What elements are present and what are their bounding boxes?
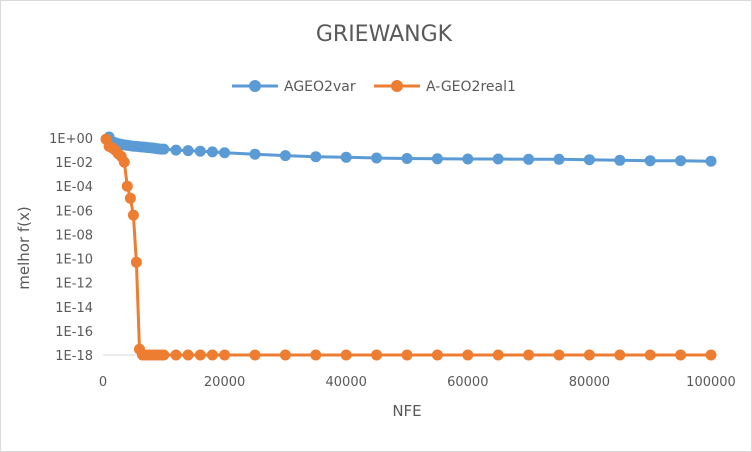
data-point-series-2	[118, 156, 130, 168]
data-point-series-2	[614, 349, 626, 361]
data-point-series-2	[371, 349, 383, 361]
data-point-series-1	[644, 155, 656, 167]
y-axis-label: melhor f(x)	[15, 206, 33, 290]
data-point-series-2	[206, 349, 218, 361]
data-point-series-1	[675, 155, 687, 167]
data-point-series-1	[340, 151, 352, 163]
y-tick-label: 1E+00	[49, 132, 93, 147]
x-tick-labels: 0 20000 40000 60000 80000 100000	[99, 375, 736, 390]
data-point-series-2	[340, 349, 352, 361]
data-point-series-2	[249, 349, 261, 361]
series-line-2	[104, 138, 711, 357]
x-axis-label: NFE	[392, 402, 421, 420]
data-point-series-1	[583, 154, 595, 166]
data-point-series-2	[158, 349, 170, 361]
data-point-series-1	[279, 150, 291, 162]
data-point-series-1	[194, 145, 206, 157]
data-point-series-2	[279, 349, 291, 361]
data-point-series-1	[170, 144, 182, 156]
data-point-series-2	[583, 349, 595, 361]
data-point-series-2	[130, 256, 142, 268]
data-point-series-1	[310, 151, 322, 163]
data-point-series-2	[675, 349, 687, 361]
y-tick-label: 1E-16	[55, 325, 93, 340]
y-tick-label: 1E-12	[55, 277, 93, 292]
y-tick-label: 1E-14	[55, 301, 93, 316]
data-point-series-2	[170, 349, 182, 361]
data-point-series-1	[401, 153, 413, 164]
y-tick-label: 1E-10	[55, 253, 93, 268]
x-tick-label: 20000	[204, 375, 245, 390]
data-point-series-2	[124, 192, 136, 204]
x-tick-label: 40000	[326, 375, 367, 390]
data-point-series-1	[371, 152, 383, 164]
data-point-series-2	[431, 349, 443, 361]
x-tick-label: 0	[99, 375, 107, 390]
data-point-series-2	[194, 349, 206, 361]
data-point-series-1	[219, 147, 231, 159]
data-point-series-1	[206, 146, 218, 158]
data-point-series-2	[492, 349, 504, 361]
data-point-series-1	[614, 154, 626, 166]
data-point-series-2	[462, 349, 474, 361]
y-tick-label: 1E-18	[55, 349, 93, 364]
data-point-series-2	[553, 349, 565, 361]
y-tick-label: 1E-08	[55, 228, 93, 243]
data-point-series-2	[121, 180, 133, 192]
legend-label-series-2: A-GEO2real1	[426, 79, 516, 95]
legend: AGEO2var A-GEO2real1	[232, 79, 516, 95]
legend-label-series-1: AGEO2var	[284, 79, 356, 95]
data-point-series-2	[705, 349, 717, 361]
data-point-series-1	[158, 143, 170, 155]
x-tick-label: 60000	[447, 375, 488, 390]
plot-area	[100, 131, 717, 361]
data-point-series-2	[310, 349, 322, 361]
data-point-series-1	[249, 148, 261, 160]
legend-marker-series-2	[391, 80, 403, 92]
chart-title: GRIEWANGK	[316, 22, 453, 47]
data-point-series-1	[431, 153, 443, 165]
x-tick-label: 100000	[686, 375, 736, 390]
y-tick-label: 1E-04	[55, 180, 93, 195]
y-tick-labels: 1E+00 1E-02 1E-04 1E-06 1E-08 1E-10 1E-12 1E-14…	[49, 132, 93, 364]
legend-marker-series-1	[249, 80, 261, 92]
data-point-series-1	[182, 145, 194, 157]
data-point-series-2	[127, 209, 139, 221]
x-tick-label: 80000	[569, 375, 610, 390]
data-point-series-1	[705, 155, 717, 167]
y-tick-label: 1E-02	[55, 156, 93, 171]
data-point-series-2	[219, 349, 231, 361]
data-point-series-1	[492, 153, 504, 165]
y-tick-label: 1E-06	[55, 204, 93, 219]
data-point-series-2	[401, 349, 413, 361]
data-point-series-1	[462, 153, 474, 165]
data-point-series-1	[553, 153, 565, 165]
data-point-series-2	[523, 349, 535, 361]
data-point-series-1	[523, 153, 535, 165]
data-point-series-2	[182, 349, 194, 361]
data-point-series-2	[644, 349, 656, 361]
